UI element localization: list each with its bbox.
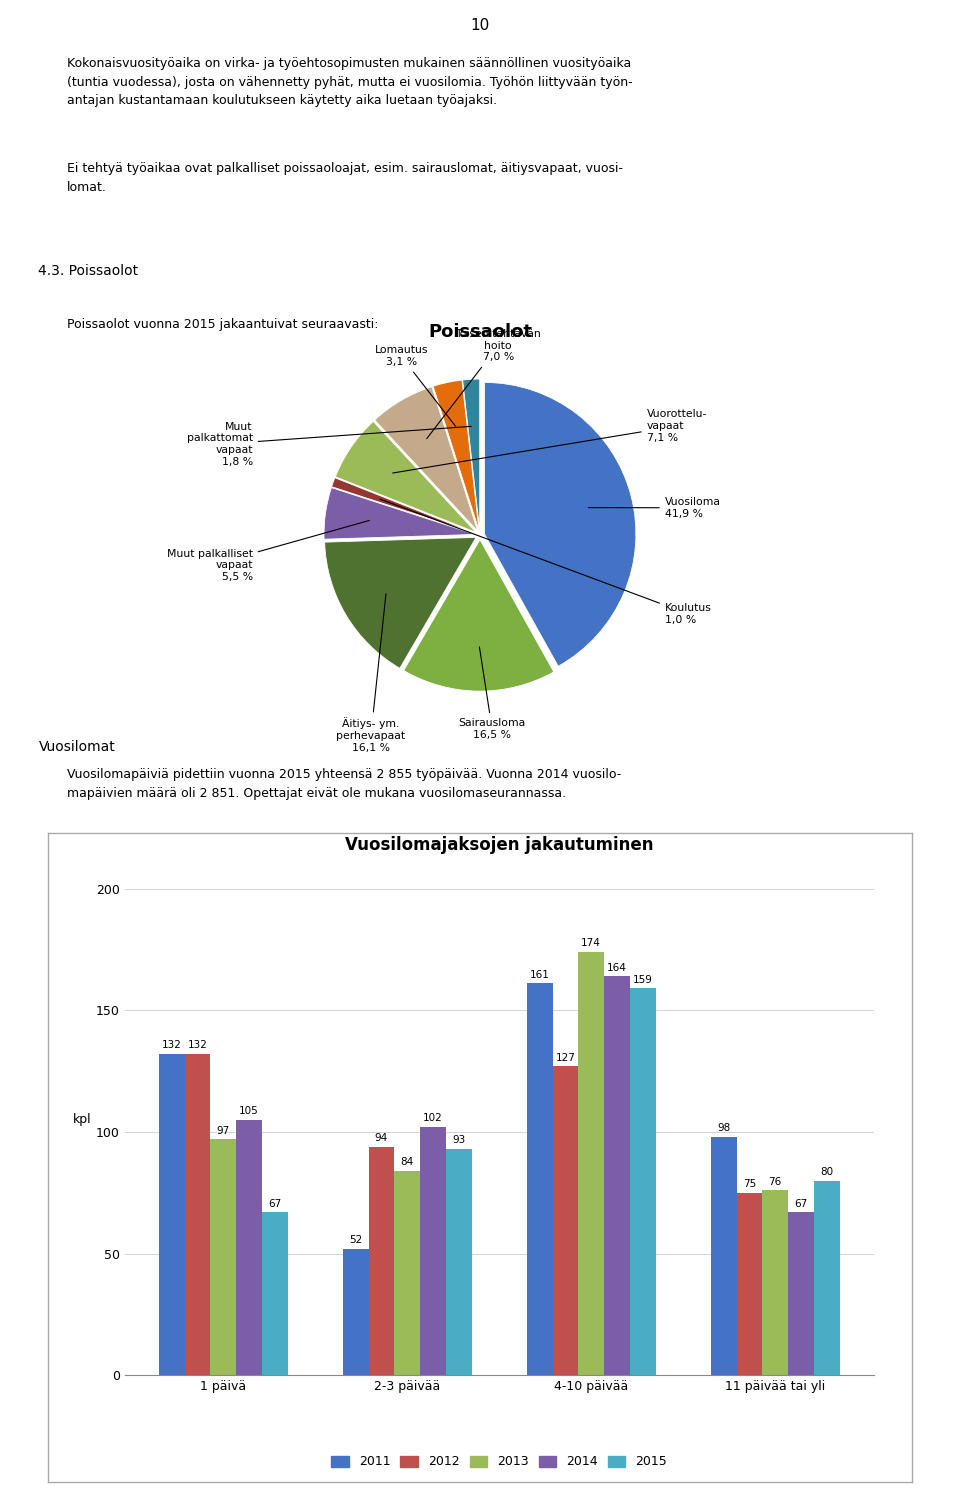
- Text: 97: 97: [217, 1126, 229, 1136]
- Title: Vuosilomajaksojen jakautuminen: Vuosilomajaksojen jakautuminen: [345, 836, 654, 854]
- Bar: [630, 989, 656, 1375]
- Bar: [236, 1120, 262, 1375]
- Bar: [343, 1249, 369, 1375]
- Text: Ei tehtyä työaikaa ovat palkalliset poissaoloajat, esim. sairauslomat, äitiysvap: Ei tehtyä työaikaa ovat palkalliset pois…: [67, 162, 623, 194]
- Text: 67: 67: [794, 1198, 807, 1208]
- Text: 76: 76: [769, 1177, 781, 1187]
- Text: 75: 75: [743, 1178, 756, 1189]
- Wedge shape: [403, 540, 554, 691]
- Text: 164: 164: [607, 962, 627, 972]
- Bar: [262, 1213, 288, 1375]
- Bar: [420, 1127, 445, 1375]
- Bar: [710, 1136, 736, 1375]
- Wedge shape: [324, 538, 476, 669]
- Text: 174: 174: [581, 938, 601, 948]
- Wedge shape: [331, 478, 476, 534]
- Text: Sairausloma
16,5 %: Sairausloma 16,5 %: [459, 646, 526, 739]
- Text: Poissaolot vuonna 2015 jakaantuivat seuraavasti:: Poissaolot vuonna 2015 jakaantuivat seur…: [67, 319, 378, 331]
- Bar: [814, 1180, 840, 1375]
- Bar: [445, 1148, 471, 1375]
- Text: 80: 80: [820, 1166, 833, 1177]
- Title: Poissaolot: Poissaolot: [428, 323, 532, 341]
- Text: Vuosilomat: Vuosilomat: [38, 739, 115, 755]
- Text: 161: 161: [530, 969, 550, 980]
- Y-axis label: kpl: kpl: [73, 1114, 91, 1126]
- Bar: [788, 1213, 814, 1375]
- Text: 4.3. Poissaolot: 4.3. Poissaolot: [38, 263, 138, 278]
- Wedge shape: [463, 379, 480, 531]
- Text: 102: 102: [423, 1114, 443, 1123]
- Text: Vuosiloma
41,9 %: Vuosiloma 41,9 %: [588, 497, 721, 519]
- Bar: [369, 1147, 395, 1375]
- Text: Kokonaisvuosityöaika on virka- ja työehtosopimusten mukainen säännöllinen vuosit: Kokonaisvuosityöaika on virka- ja työeht…: [67, 57, 633, 107]
- Text: Muut palkalliset
vapaat
5,5 %: Muut palkalliset vapaat 5,5 %: [167, 520, 370, 582]
- Bar: [158, 1054, 184, 1375]
- Wedge shape: [433, 380, 479, 531]
- Bar: [210, 1139, 236, 1375]
- Text: 52: 52: [349, 1235, 362, 1244]
- Bar: [184, 1054, 210, 1375]
- Text: Vuorottelu-
vapaat
7,1 %: Vuorottelu- vapaat 7,1 %: [393, 409, 707, 473]
- Text: Koulutus
1,0 %: Koulutus 1,0 %: [380, 499, 711, 625]
- Bar: [762, 1190, 788, 1375]
- Wedge shape: [324, 487, 475, 540]
- Text: 98: 98: [717, 1123, 731, 1133]
- Text: Äitiys- ym.
perhevapaat
16,1 %: Äitiys- ym. perhevapaat 16,1 %: [336, 594, 405, 753]
- Wedge shape: [485, 382, 636, 666]
- Bar: [604, 975, 630, 1375]
- Text: Muut
palkattomat
vapaat
1,8 %: Muut palkattomat vapaat 1,8 %: [186, 422, 471, 466]
- Bar: [395, 1171, 420, 1375]
- Bar: [736, 1193, 762, 1375]
- Legend: 2011, 2012, 2013, 2014, 2015: 2011, 2012, 2013, 2014, 2015: [326, 1450, 672, 1473]
- Text: 94: 94: [374, 1133, 388, 1142]
- Bar: [553, 1066, 578, 1375]
- Text: Lomautus
3,1 %: Lomautus 3,1 %: [374, 346, 455, 427]
- Wedge shape: [335, 421, 476, 532]
- Text: 10: 10: [470, 18, 490, 33]
- Text: 159: 159: [633, 974, 653, 984]
- Text: 132: 132: [162, 1040, 181, 1051]
- Text: 67: 67: [268, 1198, 281, 1208]
- Text: 105: 105: [239, 1106, 259, 1117]
- Text: 127: 127: [556, 1052, 575, 1063]
- Text: 93: 93: [452, 1135, 466, 1145]
- Text: Toisen tehtävän
hoito
7,0 %: Toisen tehtävän hoito 7,0 %: [427, 329, 541, 439]
- Text: Vuosilomapäiviä pidettiin vuonna 2015 yhteensä 2 855 työpäivää. Vuonna 2014 vuos: Vuosilomapäiviä pidettiin vuonna 2015 yh…: [67, 768, 621, 800]
- Bar: [578, 951, 604, 1375]
- Text: 84: 84: [400, 1157, 414, 1168]
- Bar: [527, 983, 553, 1375]
- Wedge shape: [374, 386, 478, 531]
- Text: 132: 132: [187, 1040, 207, 1051]
